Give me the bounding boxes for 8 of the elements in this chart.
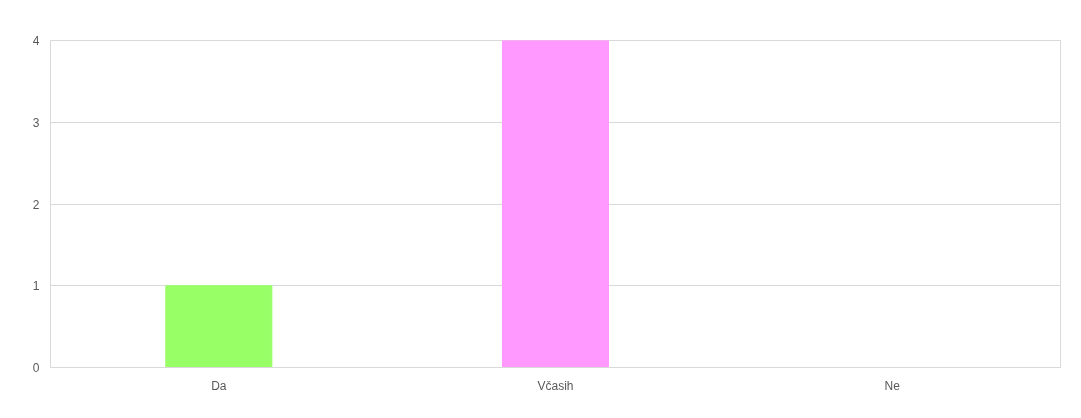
y-tick-label: 2 [32,197,40,212]
x-tick-label: Včasih [537,378,574,393]
y-tick-label: 0 [32,361,40,375]
y-tick-label: 4 [32,34,40,48]
x-tick-label: Da [211,378,227,393]
y-tick-label: 3 [32,115,40,130]
y-tick-label: 1 [32,279,40,294]
x-tick-label: Ne [884,378,901,393]
